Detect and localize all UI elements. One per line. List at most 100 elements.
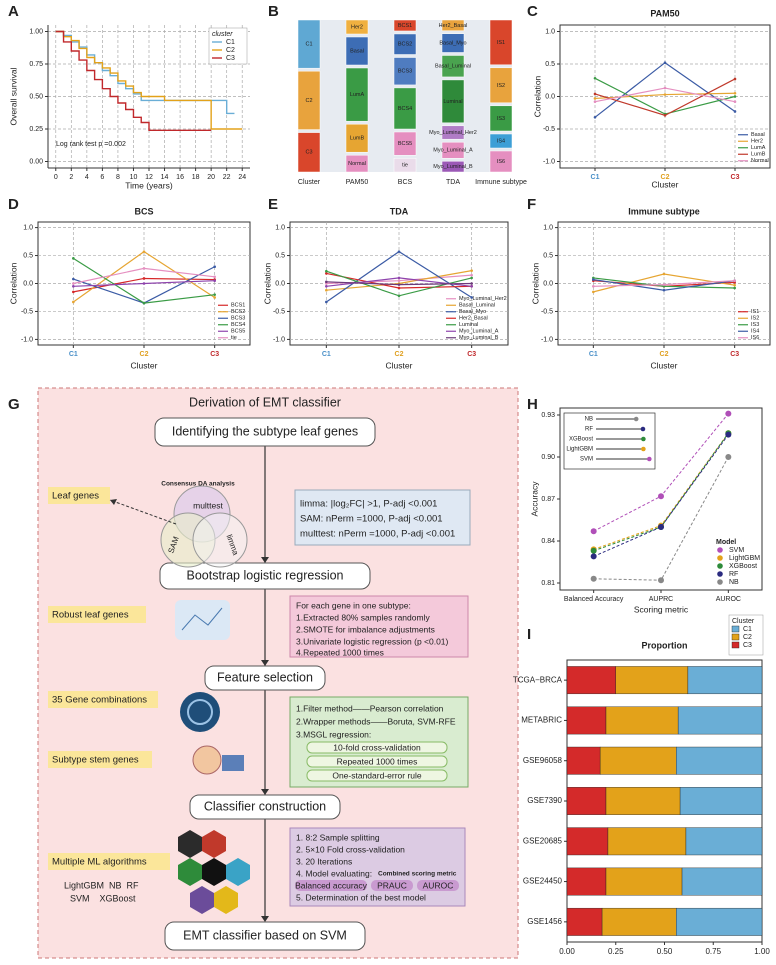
filter-text: limma: |log₂FC| >1, P-adj <0.001: [300, 499, 437, 510]
legend-label: BCS3: [231, 316, 245, 322]
metric-pill: [295, 880, 367, 891]
bootstrap-text: 2.SMOTE for imbalance adjustments: [296, 624, 435, 634]
sankey-node: [345, 123, 369, 153]
y-tick-label: 0.84: [541, 538, 555, 545]
node-label: IS3: [497, 116, 505, 122]
y-tick-label: 0.90: [541, 454, 555, 461]
point: [733, 95, 737, 98]
point: [733, 283, 736, 287]
x-tick-label: C3: [210, 351, 219, 358]
inset-label: RF: [585, 427, 593, 433]
x-axis-label: Cluster: [386, 360, 413, 370]
point: [658, 577, 664, 584]
point: [142, 277, 146, 280]
step-text: Feature selection: [217, 670, 313, 684]
y-tick-label: GSE96058: [523, 756, 563, 765]
icon: [222, 755, 244, 771]
legend-swatch: [731, 633, 740, 641]
x-tick-label: C2: [395, 351, 404, 358]
selection-text: 3.MSGL regression:: [296, 729, 371, 739]
sankey-node: [393, 131, 417, 156]
inset-label: SVM: [580, 457, 593, 463]
step-box: [204, 665, 326, 691]
side-highlight: [48, 853, 170, 870]
sankey-node: [393, 19, 417, 32]
legend-label: BCS4: [231, 322, 245, 328]
sankey-node: [393, 57, 417, 86]
x-tick-label: 0.75: [705, 947, 721, 956]
point: [470, 296, 473, 299]
x-tick-label: C2: [660, 351, 669, 358]
legend-label: BCS5: [231, 329, 245, 335]
point: [397, 276, 401, 280]
sankey-node: [441, 33, 465, 53]
option-pill: [306, 741, 448, 754]
point: [663, 61, 667, 64]
sankey-node: [489, 67, 513, 104]
selection-text: 1.Filter method——Pearson correlation: [296, 703, 444, 713]
point: [725, 431, 732, 438]
step-text: Identifying the subtype leaf genes: [172, 424, 358, 438]
legend-label: LumA: [751, 145, 766, 151]
x-tick-label: C2: [140, 351, 149, 358]
y-tick-label: TCGA−BRCA: [513, 675, 563, 684]
y-tick-label: 0.5: [543, 252, 553, 259]
legend-label: C3: [743, 642, 752, 649]
algorithm-list: SVM XGBoost: [70, 893, 136, 903]
bar-segment: [679, 787, 763, 815]
legend-label: Basal_Myo: [459, 309, 486, 315]
node-label: BCS1: [398, 23, 412, 29]
y-tick-label: 0.5: [275, 252, 285, 259]
node-label: C3: [305, 150, 312, 156]
sankey-node: [297, 70, 321, 130]
sankey-node: [393, 158, 417, 173]
bar-segment: [566, 827, 609, 856]
point: [590, 528, 597, 535]
point: [658, 524, 664, 530]
metric-pill: [371, 880, 413, 891]
legend-swatch: [731, 625, 740, 633]
sankey-node: [441, 79, 465, 124]
icon: [178, 858, 202, 886]
point: [213, 293, 216, 296]
point: [590, 575, 597, 582]
y-tick-label: 0.5: [545, 61, 555, 68]
y-tick-label: 0.0: [23, 280, 33, 287]
sankey-node: [345, 36, 369, 66]
y-tick-label: -1.0: [543, 158, 555, 165]
x-axis-label: Cluster: [652, 179, 679, 189]
bootstrap-text: 4.Repeated 1000 times: [296, 647, 384, 657]
option-text: One-standard-error rule: [332, 770, 422, 780]
y-axis-label: Correlation: [8, 262, 18, 304]
venn-arrow-head: [110, 499, 117, 505]
point: [592, 278, 595, 281]
legend-label: RF: [729, 571, 738, 578]
point: [590, 553, 597, 560]
point: [733, 110, 737, 113]
bar-segment: [676, 907, 763, 936]
icon: [180, 692, 220, 732]
bar-segment: [566, 666, 616, 695]
selection-text: 2.Wrapper methods——Boruta, SVM-RFE: [296, 716, 456, 726]
chart-title: TDA: [390, 206, 409, 216]
annotation: Log rank test p =0.002: [56, 141, 126, 148]
panel-label: C: [527, 3, 538, 20]
survival-curve: [55, 30, 212, 131]
legend-label: tie: [231, 335, 237, 341]
y-tick-label: 0.87: [541, 496, 555, 503]
x-tick-label: C1: [591, 174, 600, 181]
x-tick-label: 0: [54, 174, 58, 181]
axis-label: TDA: [446, 179, 460, 186]
node-label: BCS2: [398, 42, 412, 48]
step-box: [189, 794, 341, 820]
x-tick-label: C3: [467, 351, 476, 358]
x-tick-label: 22: [223, 174, 231, 181]
point: [72, 257, 75, 260]
point: [662, 283, 666, 286]
x-tick-label: 0.00: [559, 947, 575, 956]
node-label: BCS4: [398, 106, 412, 112]
sankey-node: [345, 67, 369, 122]
y-tick-label: 0.5: [23, 252, 33, 259]
point: [662, 288, 666, 292]
node-label: BCS3: [398, 69, 412, 75]
